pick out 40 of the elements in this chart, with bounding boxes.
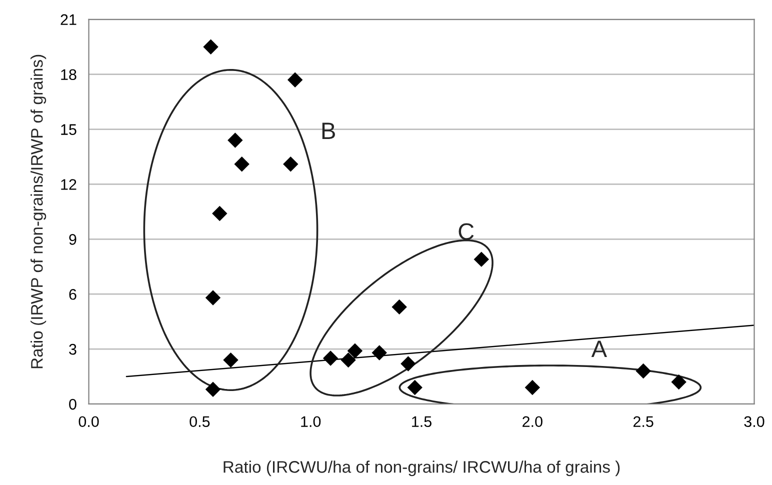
point — [671, 374, 686, 390]
point — [205, 382, 221, 397]
y-tick-label: 6 — [69, 288, 76, 300]
x-tick-label: 0.5 — [190, 416, 210, 428]
y-tick-label: 3 — [69, 344, 76, 355]
point — [400, 356, 416, 372]
point — [340, 352, 356, 368]
point — [234, 156, 250, 172]
y-axis-title: Ratio (IRWP of non-grains/IRWP of grains) — [30, 54, 46, 368]
y-tick-label: 12 — [61, 179, 76, 190]
point — [223, 352, 238, 368]
point — [347, 343, 363, 358]
point — [283, 156, 298, 172]
point — [287, 72, 303, 88]
y-tick-label: 18 — [61, 69, 76, 80]
point — [474, 252, 490, 267]
x-tick-label: 0.0 — [78, 416, 99, 428]
point — [228, 132, 243, 148]
point — [205, 290, 221, 306]
point — [636, 363, 651, 379]
point — [322, 350, 338, 366]
point — [203, 39, 218, 54]
annotation: C — [458, 223, 474, 240]
x-tick-label: 2.5 — [633, 416, 654, 428]
x-tick-label: 1.5 — [412, 416, 432, 428]
y-tick-label: 15 — [61, 124, 76, 135]
point — [212, 206, 228, 222]
x-tick-label: 3.0 — [744, 416, 764, 428]
x-tick-label: 1.0 — [301, 416, 321, 428]
point — [524, 380, 540, 396]
annotation: A — [591, 340, 608, 358]
y-tick-label: 9 — [69, 234, 76, 245]
point — [392, 299, 407, 315]
y-tick-label: 21 — [60, 14, 76, 25]
annotation: B — [322, 122, 335, 139]
x-tick-label: 2.0 — [522, 416, 542, 428]
point — [372, 345, 387, 360]
x-axis-title: Ratio (IRCWU/ha of non-grains/ IRCWU/ha of grains ) — [224, 460, 620, 476]
point — [407, 380, 422, 396]
y-tick-label: 0 — [69, 398, 76, 410]
